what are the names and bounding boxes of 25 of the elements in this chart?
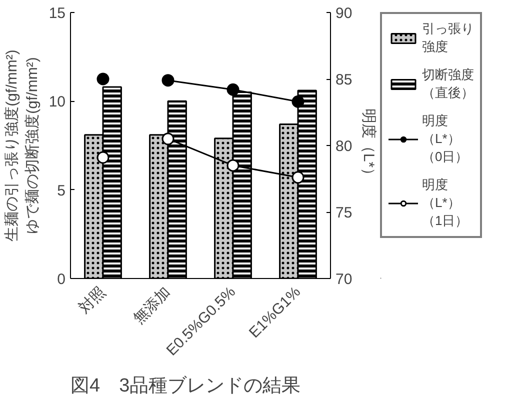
y2-tick-label: 80 — [336, 138, 352, 155]
y-tick-label: 10 — [48, 94, 66, 111]
y-tick-label: 5 — [57, 182, 66, 200]
point — [292, 171, 304, 184]
text: 図4 3品種ブレンドの結果 — [70, 376, 301, 396]
point — [162, 132, 174, 146]
y2-axis-title: 明度（L*） — [360, 108, 378, 183]
point — [162, 74, 174, 87]
point — [226, 159, 240, 172]
point — [292, 95, 304, 108]
y-tick-label: 15 — [48, 5, 66, 22]
y2-tick-label: 85 — [336, 72, 352, 88]
legend-label: 明度（L*）（1日） — [422, 176, 468, 230]
point — [96, 151, 110, 164]
x-tick-label: 対照 — [76, 283, 110, 317]
y2-tick-label: 75 — [336, 204, 352, 222]
legend-label: 引っ張り強度 — [422, 20, 474, 56]
y-tick-label: 0 — [57, 271, 66, 288]
point — [96, 72, 110, 86]
legend-label: 明度（L*）（0日） — [422, 112, 468, 166]
y2-tick-label: 90 — [336, 5, 352, 22]
legend-label: 切断強度（直後） — [422, 66, 474, 102]
y-axis-title: 生麺の引っ張り強度(gf/mm²) ゆで麺の切断強度(gf/mm²) — [3, 50, 41, 242]
point — [226, 83, 240, 96]
y2-tick-label: 70 — [336, 271, 352, 288]
